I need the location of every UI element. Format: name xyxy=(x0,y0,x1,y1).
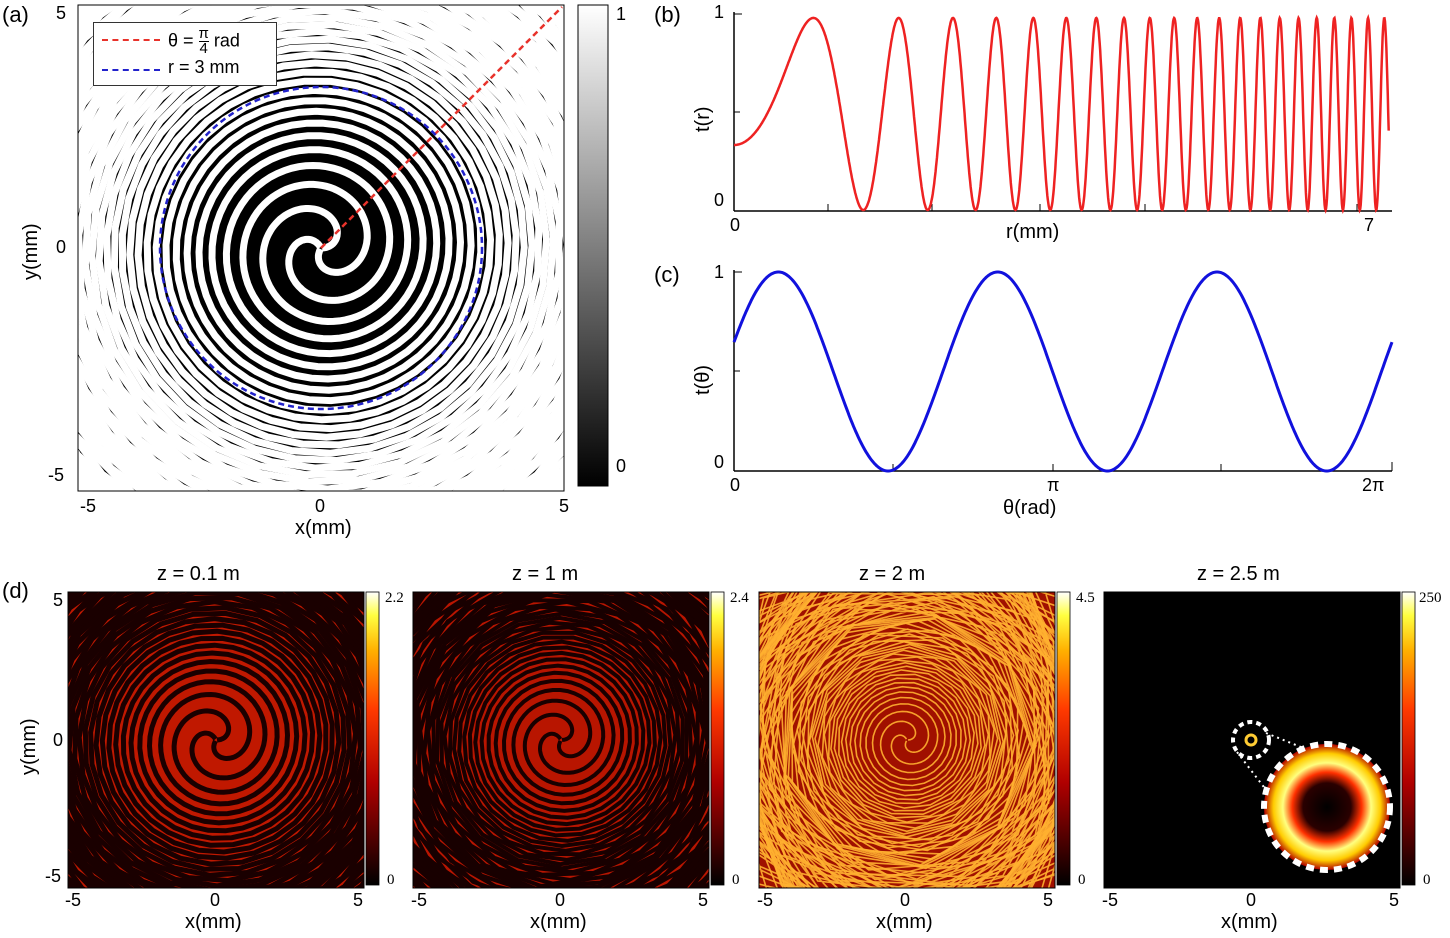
d1-cb-min: 0 xyxy=(387,872,395,888)
spiral-arm xyxy=(78,5,564,491)
c-xtick-pi: π xyxy=(1047,475,1060,495)
panel-a-label: (a) xyxy=(2,2,29,27)
d-ylabel: y(mm) xyxy=(18,718,40,775)
panel-c-axes xyxy=(733,270,1393,472)
panel-d1-frame xyxy=(67,591,365,889)
colorbar-d1 xyxy=(365,591,380,886)
d1-xtick-0: 0 xyxy=(210,890,221,910)
panel-d-label: (d) xyxy=(2,578,29,603)
panel-d2-image xyxy=(413,592,709,888)
a-xtick-mid: 0 xyxy=(315,496,326,516)
a-ytick-mid: 0 xyxy=(56,237,67,257)
d3-cb-min: 0 xyxy=(1078,872,1086,888)
t-r-curve xyxy=(734,13,1390,215)
d2-cb-max: 2.4 xyxy=(730,590,749,606)
d2-xtick-0: 0 xyxy=(555,890,566,910)
a-xtick-left: -5 xyxy=(80,496,97,516)
legend-swatch-theta xyxy=(102,39,160,41)
a-xlabel: x(mm) xyxy=(295,517,352,539)
legend-item-r: r = 3 mm xyxy=(94,55,276,83)
c-xtick-2pi: 2π xyxy=(1362,475,1385,495)
colorbar-d3 xyxy=(1056,591,1071,886)
a-ylabel: y(mm) xyxy=(20,223,42,280)
panel-a-image xyxy=(78,5,564,491)
d4-xtick-0: 0 xyxy=(1246,890,1257,910)
spiral-arm xyxy=(413,592,709,888)
b-xlabel: r(mm) xyxy=(1006,221,1060,243)
panel-d4-frame xyxy=(1103,591,1401,889)
a-ytick-bottom: -5 xyxy=(48,465,65,485)
d3-xlabel: x(mm) xyxy=(876,911,933,933)
d3-xtick-m5: -5 xyxy=(757,890,774,910)
b-xtick-0: 0 xyxy=(730,215,741,235)
d1-title: z = 0.1 m xyxy=(157,563,240,585)
legend-swatch-r xyxy=(102,69,160,71)
a-xtick-right: 5 xyxy=(559,496,570,516)
b-ylabel: t(r) xyxy=(692,106,714,132)
colorbar-d2 xyxy=(710,591,725,886)
a-ytick-top: 5 xyxy=(56,3,67,23)
spiral-arm xyxy=(68,592,364,888)
legend-label-r: r = 3 mm xyxy=(168,57,240,77)
d3-title: z = 2 m xyxy=(859,563,926,585)
d1-xlabel: x(mm) xyxy=(185,911,242,933)
d2-title: z = 1 m xyxy=(512,563,579,585)
d-ytick-m5: -5 xyxy=(45,866,62,886)
theta-line xyxy=(320,6,563,249)
spiral-arm xyxy=(78,5,564,491)
spiral-pattern xyxy=(78,5,564,491)
d1-xtick-5: 5 xyxy=(353,890,364,910)
c-xtick-0: 0 xyxy=(730,475,741,495)
colorbar-d4 xyxy=(1401,591,1416,886)
panel-b-label: (b) xyxy=(654,2,681,27)
d3-xtick-0: 0 xyxy=(900,890,911,910)
d1-xtick-m5: -5 xyxy=(65,890,82,910)
spiral-arm xyxy=(413,592,709,888)
panel-a-frame xyxy=(77,4,565,492)
panel-d4-image xyxy=(1104,592,1400,888)
a-colorbar-max: 1 xyxy=(616,4,627,24)
d2-xtick-m5: -5 xyxy=(411,890,428,910)
b-xtick-7: 7 xyxy=(1364,215,1375,235)
c-xlabel: θ(rad) xyxy=(1003,497,1057,519)
t-theta-curve xyxy=(732,270,1394,473)
d4-cb-min: 0 xyxy=(1423,872,1431,888)
panel-d3-image xyxy=(759,592,1055,888)
c-ytick-1: 1 xyxy=(714,262,725,282)
c-ytick-0: 0 xyxy=(714,452,725,472)
panel-d3-frame xyxy=(758,591,1056,889)
c-ylabel: t(θ) xyxy=(692,365,714,395)
d3-cb-max: 4.5 xyxy=(1076,590,1095,606)
d4-title: z = 2.5 m xyxy=(1197,563,1280,585)
spiral-arm xyxy=(759,592,1055,888)
d-ytick-0: 0 xyxy=(53,730,64,750)
d4-xlabel: x(mm) xyxy=(1221,911,1278,933)
r3-circle xyxy=(158,85,484,411)
b-ytick-0: 0 xyxy=(714,190,725,210)
panel-d2-frame xyxy=(412,591,710,889)
d4-xtick-5: 5 xyxy=(1389,890,1400,910)
d4-xtick-m5: -5 xyxy=(1102,890,1119,910)
d1-cb-max: 2.2 xyxy=(385,590,404,606)
b-ytick-1: 1 xyxy=(714,2,725,22)
zoomed-focus-ring xyxy=(1264,744,1390,870)
d-ytick-5: 5 xyxy=(53,590,64,610)
small-focus-ring xyxy=(1244,733,1258,747)
a-colorbar-min: 0 xyxy=(616,456,627,476)
d4-cb-max: 250 xyxy=(1419,590,1442,606)
d3-xtick-5: 5 xyxy=(1043,890,1054,910)
spiral-arm xyxy=(68,592,364,888)
panel-c-label: (c) xyxy=(654,262,680,287)
d2-xtick-5: 5 xyxy=(698,890,709,910)
d2-cb-min: 0 xyxy=(732,872,740,888)
colorbar-a xyxy=(577,4,609,487)
panel-b-axes xyxy=(733,12,1392,212)
spiral-arm xyxy=(413,592,709,888)
spiral-arm xyxy=(78,5,564,491)
d2-xlabel: x(mm) xyxy=(530,911,587,933)
